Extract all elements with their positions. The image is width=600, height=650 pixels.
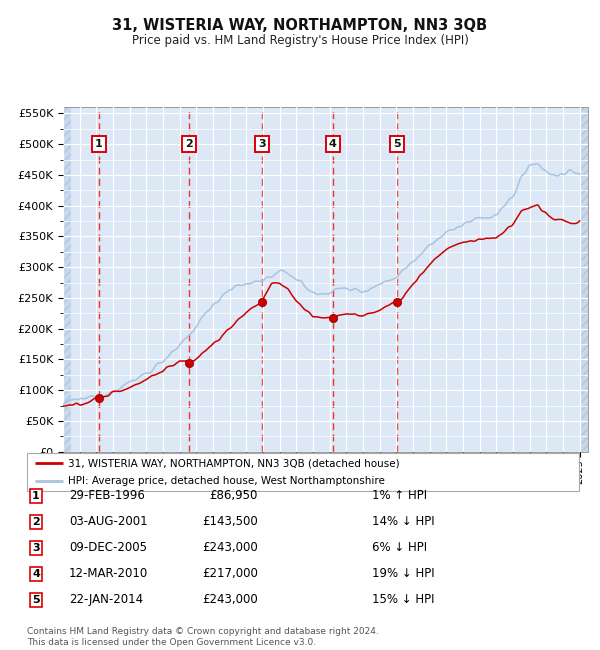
Text: 1: 1: [95, 139, 103, 149]
Bar: [580, 107, 588, 452]
Text: 5: 5: [394, 139, 401, 149]
Text: Price paid vs. HM Land Registry's House Price Index (HPI): Price paid vs. HM Land Registry's House …: [131, 34, 469, 47]
Text: 22-JAN-2014: 22-JAN-2014: [69, 593, 143, 606]
Text: 4: 4: [329, 139, 337, 149]
Text: 31, WISTERIA WAY, NORTHAMPTON, NN3 3QB: 31, WISTERIA WAY, NORTHAMPTON, NN3 3QB: [112, 18, 488, 33]
Text: £143,500: £143,500: [202, 515, 258, 528]
Text: 03-AUG-2001: 03-AUG-2001: [69, 515, 148, 528]
Text: 15% ↓ HPI: 15% ↓ HPI: [372, 593, 434, 606]
Text: 09-DEC-2005: 09-DEC-2005: [69, 541, 147, 554]
Text: £217,000: £217,000: [202, 567, 258, 580]
Text: 31, WISTERIA WAY, NORTHAMPTON, NN3 3QB (detached house): 31, WISTERIA WAY, NORTHAMPTON, NN3 3QB (…: [68, 458, 400, 468]
Text: 6% ↓ HPI: 6% ↓ HPI: [372, 541, 427, 554]
Text: 2: 2: [185, 139, 193, 149]
Text: Contains HM Land Registry data © Crown copyright and database right 2024.
This d: Contains HM Land Registry data © Crown c…: [27, 627, 379, 647]
Text: HPI: Average price, detached house, West Northamptonshire: HPI: Average price, detached house, West…: [68, 476, 385, 486]
Text: 19% ↓ HPI: 19% ↓ HPI: [372, 567, 434, 580]
Text: 12-MAR-2010: 12-MAR-2010: [69, 567, 148, 580]
Bar: [63, 107, 71, 452]
Text: 29-FEB-1996: 29-FEB-1996: [69, 489, 145, 502]
Text: £243,000: £243,000: [202, 541, 258, 554]
Text: £86,950: £86,950: [209, 489, 258, 502]
Text: 5: 5: [32, 595, 40, 605]
Text: 3: 3: [258, 139, 266, 149]
Text: 4: 4: [32, 569, 40, 579]
Text: £243,000: £243,000: [202, 593, 258, 606]
Text: 1% ↑ HPI: 1% ↑ HPI: [372, 489, 427, 502]
Text: 3: 3: [32, 543, 40, 553]
Text: 14% ↓ HPI: 14% ↓ HPI: [372, 515, 434, 528]
Text: 1: 1: [32, 491, 40, 501]
Text: 2: 2: [32, 517, 40, 527]
